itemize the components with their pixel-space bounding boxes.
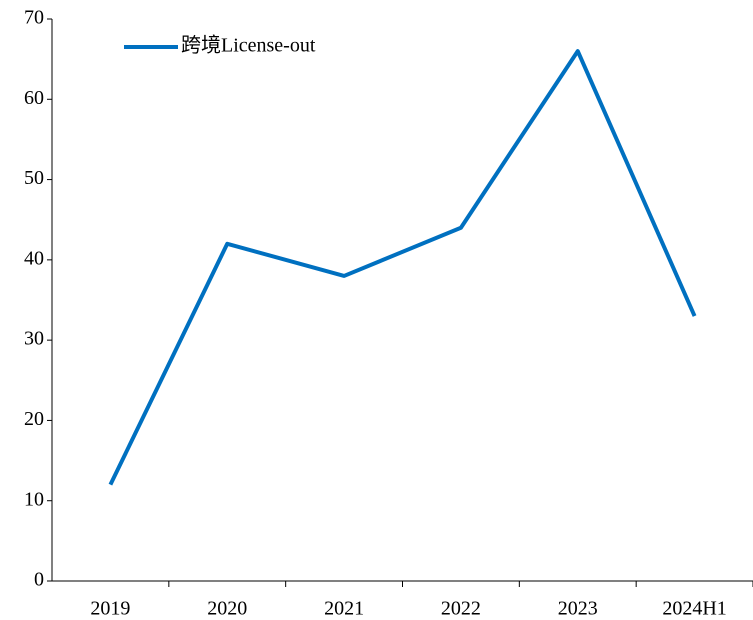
y-tick-label: 40 (24, 247, 44, 269)
y-tick-label: 60 (24, 87, 44, 109)
y-tick-label: 70 (24, 7, 44, 29)
y-tick-label: 20 (24, 408, 44, 430)
y-tick-label: 50 (24, 167, 44, 189)
x-tick-label: 2019 (90, 598, 130, 620)
y-tick-label: 0 (34, 569, 44, 591)
x-tick-label: 2020 (207, 598, 247, 620)
y-tick-label: 10 (24, 488, 44, 510)
x-tick-label: 2024H1 (662, 598, 726, 620)
y-tick-label: 30 (24, 328, 44, 350)
legend-label: 跨境License-out (181, 34, 316, 57)
x-tick-label: 2022 (441, 598, 481, 620)
x-tick-label: 2021 (324, 598, 364, 620)
x-tick-label: 2023 (558, 598, 598, 620)
data-line (108, 49, 697, 486)
